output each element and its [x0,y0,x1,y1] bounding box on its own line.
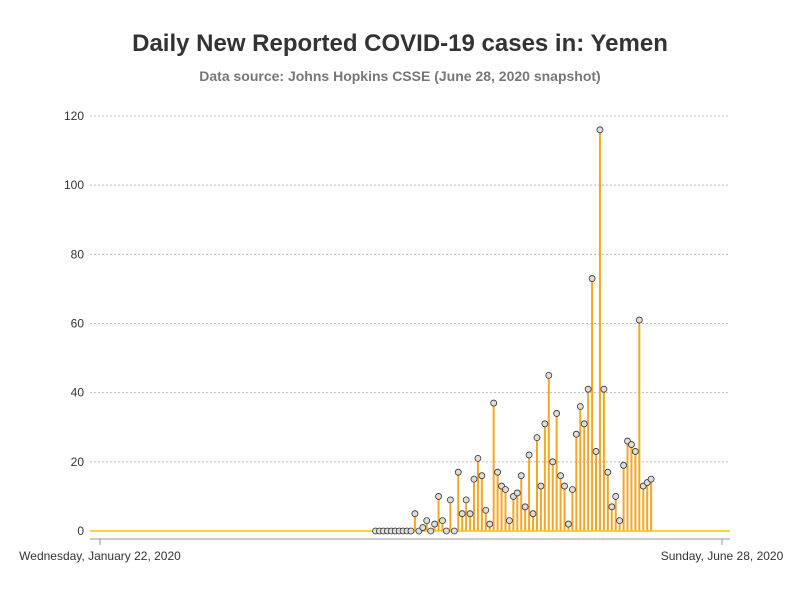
data-stems [413,129,653,531]
data-point [616,517,624,525]
data-point [407,527,415,535]
y-tick-label: 100 [64,178,84,192]
data-point [549,458,557,466]
data-point [502,486,509,493]
data-point [521,503,529,511]
y-tick-label: 40 [71,386,85,400]
x-tick-label: Sunday, June 28, 2020 [661,549,784,563]
data-point [470,475,478,483]
data-point [419,524,427,531]
data-point [411,510,419,518]
data-point [494,468,502,476]
chart-subtitle: Data source: Johns Hopkins CSSE (June 28… [199,68,601,84]
data-point [572,430,580,438]
data-markers [372,126,655,535]
chart-title: Daily New Reported COVID-19 cases in: Ye… [132,30,668,57]
data-point [525,451,533,459]
data-point [541,420,549,428]
data-point [435,493,442,500]
data-point [545,371,553,379]
data-point [427,527,435,535]
y-tick-label: 0 [77,524,84,538]
data-point [592,448,600,455]
y-tick-label: 120 [64,109,84,123]
y-tick-label: 20 [71,455,85,469]
data-point [529,510,537,518]
data-point [474,454,482,462]
data-point [439,517,446,525]
data-point [458,510,466,518]
data-point [533,434,541,442]
data-point [576,403,584,410]
data-point [557,472,564,480]
data-point [596,126,604,134]
data-point [604,468,612,476]
data-point [513,489,521,497]
data-point [482,506,490,514]
y-axis: 0 20 40 60 80 100 120 [64,109,84,538]
data-point [588,275,596,282]
data-point [584,385,592,393]
data-point [631,448,639,455]
data-point [462,496,470,504]
data-point [431,520,439,528]
data-point [466,510,474,518]
data-point [561,482,568,490]
data-point [553,410,561,417]
data-point [450,527,458,535]
data-point [517,472,525,480]
data-point [608,503,616,511]
data-point [580,420,588,428]
data-point [478,472,486,480]
data-point [443,527,450,535]
data-point [612,493,620,500]
data-point [490,399,498,407]
data-point [486,520,494,528]
data-point [635,316,643,324]
data-point [569,486,576,493]
x-axis: Wednesday, January 22, 2020 Sunday, June … [19,538,784,563]
y-tick-label: 60 [71,317,85,331]
data-point [506,517,513,525]
y-tick-label: 80 [71,247,85,261]
data-point [446,496,454,504]
data-point [620,461,627,469]
data-point [647,475,655,483]
data-point [628,441,635,448]
data-point [454,468,462,476]
data-point [423,517,431,525]
data-point [565,520,572,528]
gridlines [90,115,730,463]
x-tick-label: Wednesday, January 22, 2020 [19,549,181,563]
data-point [600,385,608,393]
data-point [537,482,545,490]
